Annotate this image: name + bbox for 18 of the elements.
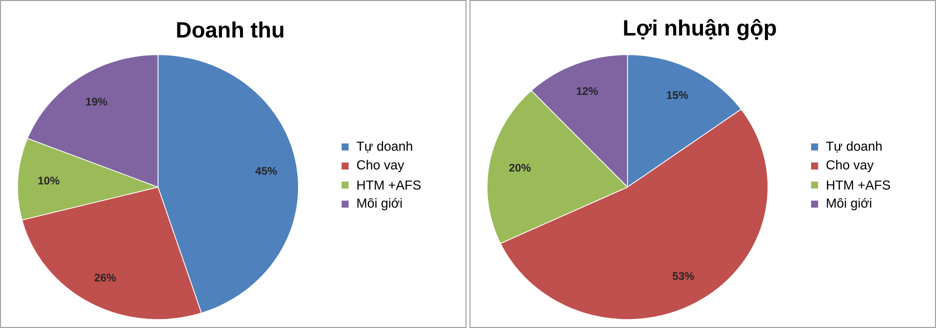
legend-label: Cho vay — [826, 160, 874, 172]
data-label: 20% — [509, 164, 531, 172]
legend-label: Cho vay — [357, 160, 404, 172]
data-label: 19% — [86, 98, 108, 106]
legend-label: Môi giới — [357, 198, 402, 210]
legend-label: HTM +AFS — [357, 180, 421, 190]
legend-label: Tự doanh — [356, 141, 412, 153]
data-label: 10% — [38, 176, 60, 184]
data-label: 26% — [94, 274, 116, 282]
legend-label: Tự doanh — [826, 141, 882, 153]
chart-title: Lợi nhuận gộp — [624, 19, 776, 40]
legend-label: Môi giới — [826, 198, 872, 210]
data-label: 53% — [672, 272, 694, 280]
chart-title: Doanh thu — [177, 21, 284, 38]
legend-label: HTM +AFS — [826, 180, 890, 190]
data-label: 12% — [576, 87, 598, 95]
data-label: 15% — [666, 91, 688, 99]
data-label: 45% — [255, 167, 277, 175]
